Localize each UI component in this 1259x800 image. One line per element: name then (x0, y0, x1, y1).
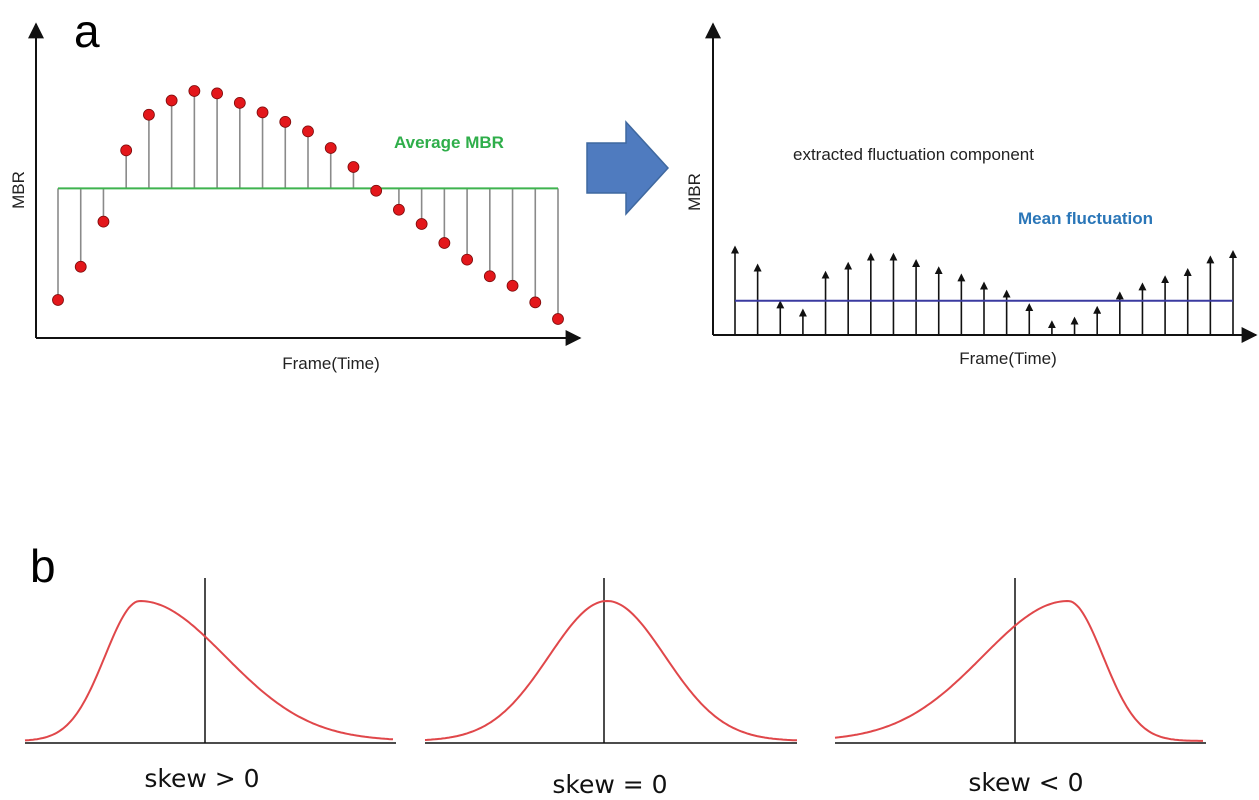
dist-positive-label: skew > 0 (144, 764, 259, 793)
mbr-point (143, 108, 155, 121)
mbr-point (279, 115, 292, 128)
right-ylabel: MBR (685, 173, 704, 211)
mbr-point (74, 260, 87, 273)
dist-zero-label: skew = 0 (552, 770, 667, 799)
skewness-panel: skew > 0 skew = 0 skew < 0 (24, 578, 1206, 799)
mbr-point (552, 313, 564, 325)
mbr-point (302, 125, 314, 138)
panel-a-letter: a (74, 5, 100, 57)
panel-b-letter: b (30, 540, 56, 592)
mbr-point (461, 253, 473, 266)
transform-arrow (586, 120, 670, 216)
left-plot: MBR Frame(Time) Average MBR (9, 22, 582, 373)
mbr-point (415, 218, 428, 230)
mbr-point (347, 161, 360, 173)
mbr-point (97, 215, 110, 228)
mbr-point (52, 294, 64, 306)
mbr-point (120, 144, 133, 157)
average-mbr-label: Average MBR (394, 133, 504, 152)
mbr-point (393, 203, 405, 216)
dist-negative-label: skew < 0 (968, 768, 1083, 797)
mbr-point (188, 85, 201, 97)
left-ylabel: MBR (9, 171, 28, 209)
mbr-point (370, 184, 383, 197)
mean-fluctuation-label: Mean fluctuation (1018, 209, 1153, 228)
mbr-point (233, 96, 246, 109)
mbr-point (165, 94, 178, 107)
dist-positive-curve (24, 599, 394, 742)
right-plot: MBR Frame(Time) extracted fluctuation co… (685, 22, 1258, 368)
right-xlabel: Frame(Time) (959, 349, 1057, 368)
mbr-point (529, 296, 542, 309)
mbr-point (324, 142, 337, 154)
mbr-point (483, 270, 496, 283)
dist-zero-curve (424, 599, 797, 742)
extracted-fluctuation-label: extracted fluctuation component (793, 145, 1034, 164)
left-xlabel: Frame(Time) (282, 354, 380, 373)
mbr-point (438, 237, 451, 249)
dist-negative-curve (834, 599, 1203, 742)
mbr-point (506, 279, 519, 292)
mbr-point (256, 106, 269, 119)
mbr-point (211, 87, 223, 100)
